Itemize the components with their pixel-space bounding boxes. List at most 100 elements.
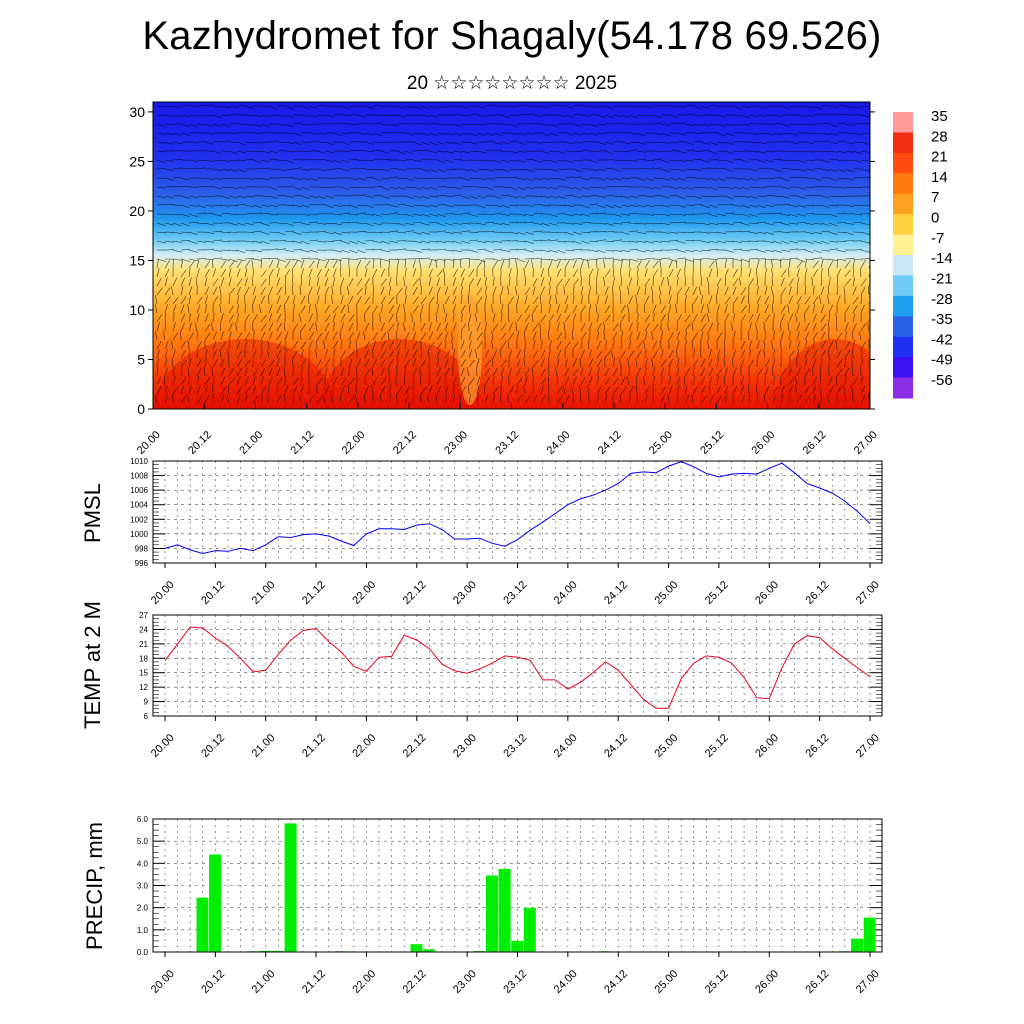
x-tick-label: 20.00 — [149, 579, 177, 607]
x-tick-label: 26.00 — [753, 579, 781, 607]
precip-bar — [196, 897, 209, 952]
color-legend-label: -7 — [931, 230, 944, 247]
x-tick-label: 25.00 — [647, 429, 675, 457]
color-legend-label: 14 — [931, 169, 948, 186]
precip-bar — [272, 950, 284, 952]
precip-bar — [423, 949, 436, 952]
y-tick-label: 1008 — [130, 472, 148, 481]
y-tick-label: 6.0 — [137, 815, 149, 824]
color-legend-swatch — [893, 357, 913, 379]
x-tick-label: 25.00 — [652, 579, 680, 607]
x-tick-label: 24.00 — [552, 579, 580, 607]
x-tick-label: 21.00 — [237, 429, 265, 457]
y-tick-label: 0 — [137, 401, 145, 417]
color-legend-label: 7 — [931, 189, 939, 206]
warm-surface-area — [458, 295, 482, 405]
x-tick-label: 21.00 — [250, 732, 278, 760]
color-legend-swatch — [893, 132, 913, 154]
x-tick-label: 24.12 — [602, 579, 630, 607]
x-tick-label: 25.12 — [703, 732, 731, 760]
warm-surface-area — [155, 339, 335, 409]
color-legend-swatch — [893, 214, 913, 236]
color-legend: 35 28 21 14 7 0 -7 -14 -21 -28 -35 -42 -49 -56 — [893, 108, 953, 399]
precip-bar — [486, 875, 498, 952]
x-tick-label: 22.12 — [391, 429, 419, 457]
y-axis-title: TEMP at 2 M — [80, 601, 105, 729]
precip-bar — [410, 944, 423, 952]
x-tick-label: 24.00 — [552, 968, 580, 996]
x-tick-label: 20.12 — [199, 968, 227, 996]
precip-bar — [259, 950, 272, 952]
precip-bar — [209, 854, 222, 952]
color-legend-label: -35 — [931, 311, 953, 328]
color-legend-label: -28 — [931, 291, 953, 308]
x-tick-label: 27.00 — [852, 429, 880, 457]
color-legend-label: 21 — [931, 149, 948, 166]
x-tick-label: 23.00 — [451, 732, 479, 760]
x-tick-label: 23.12 — [501, 732, 529, 760]
x-tick-label: 22.12 — [401, 732, 429, 760]
x-tick-label: 20.00 — [135, 429, 163, 457]
precip-bar — [284, 823, 297, 952]
x-tick-label: 24.00 — [545, 429, 573, 457]
wind-barbs — [154, 104, 870, 404]
y-tick-label: 1002 — [130, 515, 148, 524]
color-legend-label: 35 — [931, 108, 948, 125]
y-tick-label: 3.0 — [137, 882, 149, 891]
precip-panel: 0.0 1.0 2.0 3.0 4.0 5.0 6.0 20.00 20.12 21.00 21.1… — [82, 815, 883, 996]
y-tick-label: 25 — [129, 153, 145, 169]
x-tick-label: 23.00 — [451, 968, 479, 996]
precip-bar — [851, 938, 864, 952]
x-tick-label: 22.00 — [350, 579, 378, 607]
x-tick-label: 21.12 — [289, 429, 317, 457]
x-tick-label: 26.12 — [804, 579, 832, 607]
x-tick-label: 26.12 — [801, 429, 829, 457]
y-tick-label: 30 — [129, 104, 145, 120]
y-tick-label: 12 — [139, 683, 148, 692]
y-tick-label: 1000 — [130, 530, 148, 539]
x-tick-label: 23.12 — [501, 968, 529, 996]
color-legend-swatch — [893, 112, 913, 133]
precip-bar — [863, 917, 876, 952]
x-tick-label: 25.12 — [703, 579, 731, 607]
y-tick-label: 1.0 — [137, 926, 149, 935]
x-tick-label: 20.00 — [149, 732, 177, 760]
y-tick-label: 6 — [144, 712, 149, 721]
color-legend-swatch — [893, 255, 913, 276]
y-tick-label: 1006 — [130, 486, 148, 495]
x-tick-label: 26.12 — [804, 968, 832, 996]
precip-bar — [498, 868, 511, 952]
color-legend-swatch — [893, 377, 913, 399]
x-tick-label: 21.12 — [300, 579, 328, 607]
y-tick-label: 10 — [129, 302, 145, 318]
color-legend-label: 0 — [931, 210, 939, 227]
x-tick-label: 21.00 — [250, 968, 278, 996]
color-legend-swatch — [893, 234, 913, 256]
y-tick-label: 24 — [139, 625, 148, 634]
x-tick-label: 23.00 — [451, 579, 479, 607]
x-tick-label: 25.00 — [652, 732, 680, 760]
color-legend-swatch — [893, 275, 913, 297]
y-tick-label: 5 — [137, 351, 145, 367]
x-tick-label: 21.00 — [250, 579, 278, 607]
color-legend-label: -42 — [931, 331, 953, 348]
page-title: Kazhydromet for Shagaly(54.178 69.526) — [142, 14, 882, 58]
y-tick-label: 18 — [139, 654, 148, 663]
x-tick-label: 20.12 — [186, 429, 214, 457]
x-tick-label: 21.12 — [300, 732, 328, 760]
temperature-cross-section: 0 5 10 15 20 25 30 20.00 20.12 21.00 21.12 22.00 22… — [129, 101, 880, 457]
page-subtitle: 20 ☆☆☆☆☆☆☆☆ 2025 — [406, 73, 618, 94]
y-tick-label: 5.0 — [137, 837, 149, 846]
y-tick-label: 21 — [139, 640, 148, 649]
x-tick-label: 24.12 — [596, 429, 624, 457]
x-tick-label: 20.12 — [199, 579, 227, 607]
y-axis-title: PMSL — [80, 483, 105, 543]
y-tick-label: 2.0 — [137, 904, 149, 913]
color-legend-swatch — [893, 336, 913, 358]
temp-line — [164, 626, 871, 709]
x-tick-label: 24.12 — [602, 968, 630, 996]
x-tick-label: 23.12 — [501, 579, 529, 607]
x-tick-label: 27.00 — [854, 579, 882, 607]
pmsl-line — [164, 461, 871, 555]
